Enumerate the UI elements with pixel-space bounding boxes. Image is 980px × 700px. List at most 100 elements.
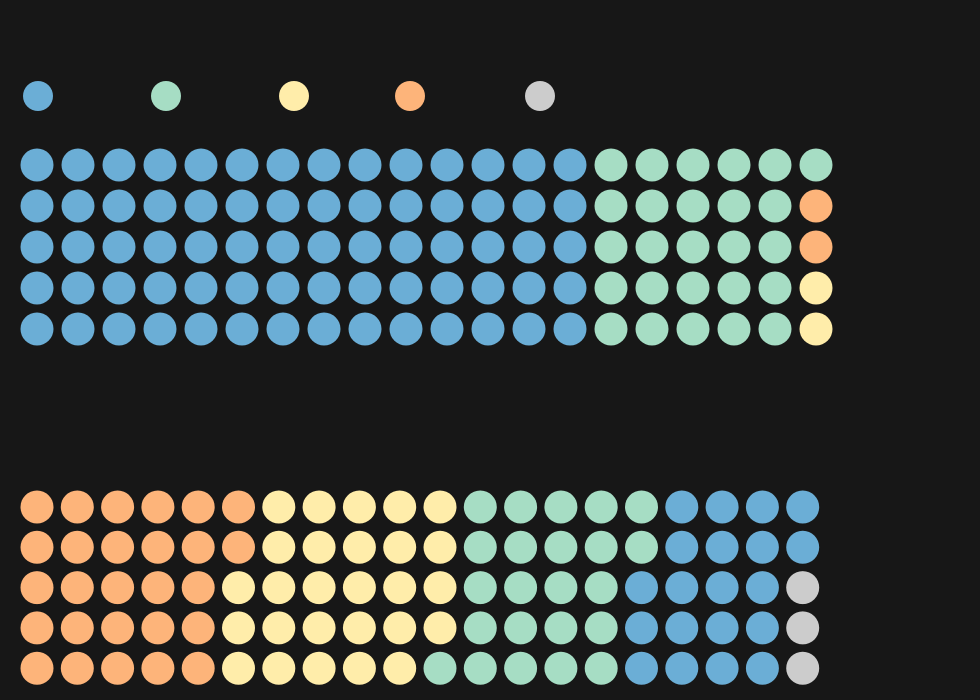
waffle2-dot-c-52	[423, 571, 457, 605]
waffle1-dot-a-26	[225, 189, 259, 223]
waffle2-dot-d-23	[181, 611, 215, 645]
waffle1-dot-a-63	[512, 271, 546, 305]
waffle2-dot-d-4	[20, 651, 54, 685]
waffle1-dot-d-96	[799, 189, 833, 223]
waffle1-dot-a-22	[184, 230, 218, 264]
waffle2-dot-c-34	[262, 651, 296, 685]
waffle2-dot-d-1	[20, 530, 54, 564]
waffle2-dot-c-50	[423, 490, 457, 524]
waffle2-dot-d-6	[60, 530, 94, 564]
waffle1-dot-b-81	[676, 189, 710, 223]
waffle2-dot-d-19	[141, 651, 175, 685]
waffle2-dot-a-80	[665, 490, 699, 524]
waffle2-dot-c-45	[383, 490, 417, 524]
waffle1-dot-b-74	[594, 312, 628, 346]
waffle1-dot-a-1	[20, 189, 54, 223]
waffle2-dot-b-69	[544, 651, 578, 685]
waffle1-dot-a-31	[266, 189, 300, 223]
legend-marker-e	[525, 81, 555, 111]
waffle1-dot-a-29	[225, 312, 259, 346]
waffle1-dot-a-9	[61, 312, 95, 346]
waffle1-dot-b-77	[635, 230, 669, 264]
waffle2-dot-b-65	[544, 490, 578, 524]
waffle2-dot-c-41	[342, 530, 376, 564]
waffle2-dot-d-12	[101, 571, 135, 605]
waffle2-dot-d-5	[60, 490, 94, 524]
waffle1-dot-b-91	[758, 189, 792, 223]
waffle1-dot-a-19	[143, 312, 177, 346]
waffle2-dot-d-8	[60, 611, 94, 645]
waffle1-dot-b-85	[717, 148, 751, 182]
legend-marker-a	[23, 81, 53, 111]
waffle1-dot-a-50	[430, 148, 464, 182]
waffle1-dot-a-43	[348, 271, 382, 305]
waffle1-dot-a-54	[430, 312, 464, 346]
waffle1-dot-a-57	[471, 230, 505, 264]
waffle1-dot-a-4	[20, 312, 54, 346]
waffle2-dot-a-88	[705, 611, 739, 645]
waffle1-dot-a-46	[389, 189, 423, 223]
waffle2-dot-d-13	[101, 611, 135, 645]
waffle2-dot-c-37	[302, 571, 336, 605]
waffle1-dot-a-41	[348, 189, 382, 223]
legend-marker-c	[279, 81, 309, 111]
waffle1-dot-b-72	[594, 230, 628, 264]
waffle2-dot-c-51	[423, 530, 457, 564]
waffle1-dot-a-8	[61, 271, 95, 305]
waffle1-dot-b-78	[635, 271, 669, 305]
waffle2-dot-d-20	[181, 490, 215, 524]
waffle1-dot-b-70	[594, 148, 628, 182]
waffle1-dot-c-99	[799, 312, 833, 346]
waffle1-dot-a-42	[348, 230, 382, 264]
waffle2-dot-b-62	[504, 571, 538, 605]
waffle1-dot-a-62	[512, 230, 546, 264]
waffle1-dot-a-2	[20, 230, 54, 264]
waffle2-dot-c-35	[302, 490, 336, 524]
waffle2-dot-c-47	[383, 571, 417, 605]
waffle2-dot-b-64	[504, 651, 538, 685]
waffle2-dot-b-71	[584, 530, 618, 564]
waffle1-dot-a-24	[184, 312, 218, 346]
waffle1-dot-a-56	[471, 189, 505, 223]
waffle2-dot-c-27	[222, 571, 255, 605]
waffle2-dot-c-36	[302, 530, 336, 564]
waffle2-dot-a-78	[625, 611, 658, 645]
waffle2-dot-c-40	[342, 490, 376, 524]
waffle1-dot-a-39	[307, 312, 341, 346]
waffle2-dot-b-66	[544, 530, 578, 564]
waffle-chart-1	[20, 148, 833, 346]
waffle2-dot-a-82	[665, 571, 699, 605]
waffle2-dot-b-70	[584, 490, 618, 524]
waffle1-dot-a-27	[225, 230, 259, 264]
waffle1-dot-a-36	[307, 189, 341, 223]
waffle1-dot-c-98	[799, 271, 833, 305]
waffle1-dot-b-88	[717, 271, 751, 305]
waffle2-dot-c-44	[342, 651, 376, 685]
waffle1-dot-b-76	[635, 189, 669, 223]
waffle1-dot-a-5	[61, 148, 95, 182]
waffle2-dot-d-15	[141, 490, 175, 524]
waffle2-dot-c-39	[302, 651, 336, 685]
legend-marker-d	[395, 81, 425, 111]
waffle1-dot-d-97	[799, 230, 833, 264]
waffle2-dot-c-33	[262, 611, 296, 645]
waffle1-dot-a-40	[348, 148, 382, 182]
waffle1-dot-a-45	[389, 148, 423, 182]
waffle2-dot-d-10	[101, 490, 135, 524]
waffle1-dot-a-47	[389, 230, 423, 264]
waffle1-dot-b-90	[758, 148, 792, 182]
waffle2-dot-d-24	[181, 651, 215, 685]
waffle1-dot-a-14	[102, 312, 136, 346]
waffle2-dot-d-0	[20, 490, 54, 524]
waffle1-dot-b-93	[758, 271, 792, 305]
waffle1-dot-a-59	[471, 312, 505, 346]
waffle2-dot-b-56	[463, 530, 497, 564]
waffle1-dot-a-49	[389, 312, 423, 346]
waffle2-dot-b-74	[584, 651, 618, 685]
waffle1-dot-a-25	[225, 148, 259, 182]
waffle1-dot-a-69	[553, 312, 587, 346]
waffle2-dot-c-30	[262, 490, 296, 524]
waffle2-dot-c-49	[383, 651, 417, 685]
waffle1-dot-a-61	[512, 189, 546, 223]
